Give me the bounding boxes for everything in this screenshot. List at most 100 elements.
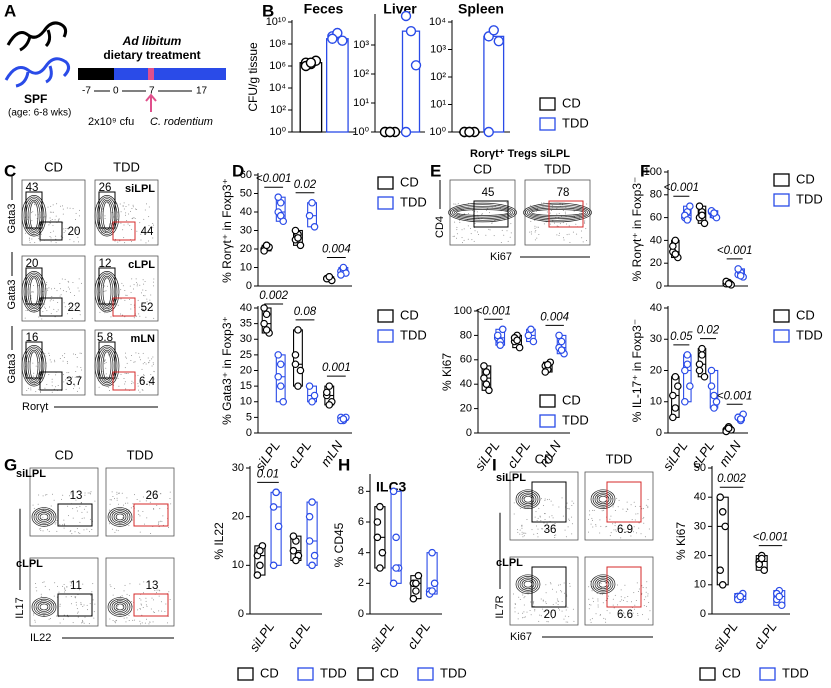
- event-dot: [558, 584, 560, 586]
- event-dot: [57, 302, 59, 304]
- event-dot: [647, 593, 649, 595]
- day: -7: [82, 86, 91, 97]
- event-dot: [31, 238, 33, 240]
- event-dot: [133, 284, 135, 286]
- event-dot: [93, 611, 95, 613]
- event-dot: [551, 611, 553, 613]
- plot-frame: [449, 179, 516, 246]
- event-dot: [628, 523, 630, 525]
- event-dot: [121, 492, 123, 494]
- event-dot: [130, 304, 132, 306]
- dose: 2x10⁹ cfu: [88, 116, 134, 128]
- point: [305, 57, 317, 68]
- event-dot: [110, 316, 112, 318]
- gate-percent: 6.9: [617, 524, 633, 536]
- contour: [100, 349, 114, 382]
- event-dot: [49, 217, 51, 219]
- event-dot: [620, 537, 622, 539]
- legend-label: TDD: [562, 412, 589, 427]
- chart-title: Liver: [383, 1, 417, 17]
- gate-percent: 16: [26, 332, 39, 344]
- chart-title: Feces: [304, 1, 344, 17]
- point: [485, 386, 493, 395]
- event-dot: [645, 591, 647, 593]
- event-dot: [151, 365, 153, 367]
- event-dot: [645, 504, 647, 506]
- row-label: siLPL: [125, 183, 155, 195]
- contour: [100, 199, 114, 232]
- event-dot: [630, 504, 632, 506]
- event-dot: [554, 614, 556, 616]
- event-dot: [139, 583, 141, 585]
- point: [757, 554, 766, 563]
- point: [498, 325, 507, 334]
- event-dot: [139, 500, 141, 502]
- event-dot: [148, 362, 150, 364]
- event-dot: [565, 621, 567, 623]
- event-dot: [129, 583, 131, 585]
- x-axis-label: Ki67: [510, 631, 532, 643]
- event-dot: [104, 361, 106, 363]
- y-tick-label: 10³: [430, 43, 446, 55]
- event-dot: [145, 363, 147, 365]
- point: [260, 304, 268, 312]
- event-dot: [545, 584, 547, 586]
- event-dot: [69, 291, 71, 293]
- event-dot: [30, 389, 32, 391]
- event-dot: [547, 621, 549, 623]
- y-tick-label: 5: [246, 411, 252, 423]
- event-dot: [87, 609, 89, 611]
- event-dot: [621, 599, 623, 601]
- point: [529, 337, 538, 346]
- event-dot: [120, 298, 122, 300]
- event-dot: [534, 225, 536, 227]
- event-dot: [112, 594, 114, 596]
- event-dot: [643, 599, 645, 601]
- contour: [113, 512, 127, 522]
- contour: [519, 492, 537, 506]
- point: [256, 546, 264, 555]
- event-dot: [552, 603, 554, 605]
- event-dot: [624, 584, 626, 586]
- column-label: TDD: [544, 161, 571, 176]
- y-tick-label: 10²: [430, 71, 446, 83]
- point: [274, 372, 283, 381]
- y-tick-label: 0: [656, 427, 662, 439]
- event-dot: [591, 519, 593, 521]
- event-dot: [54, 523, 56, 525]
- event-dot: [643, 522, 645, 524]
- event-dot: [41, 318, 43, 320]
- event-dot: [153, 285, 155, 287]
- event-dot: [565, 609, 567, 611]
- event-dot: [78, 209, 80, 211]
- event-dot: [144, 295, 146, 297]
- event-dot: [144, 622, 146, 624]
- event-dot: [124, 242, 126, 244]
- gate-percent: 78: [557, 187, 570, 199]
- contour: [515, 574, 541, 594]
- event-dot: [126, 593, 128, 595]
- event-dot: [84, 616, 86, 618]
- event-dot: [481, 214, 483, 216]
- flow-plot: 36: [509, 471, 579, 541]
- panel-letter: D: [232, 161, 244, 180]
- event-dot: [69, 288, 71, 290]
- point: [700, 219, 709, 228]
- gate-percent: 52: [141, 302, 154, 314]
- event-dot: [545, 592, 547, 594]
- point: [260, 319, 268, 328]
- event-dot: [52, 211, 54, 213]
- event-dot: [523, 604, 525, 606]
- point: [527, 325, 535, 334]
- point: [412, 587, 420, 595]
- point: [276, 360, 285, 369]
- event-dot: [105, 362, 107, 364]
- event-dot: [516, 529, 518, 531]
- event-dot: [63, 231, 65, 233]
- age: (age: 6-8 wks): [8, 108, 71, 119]
- event-dot: [121, 282, 123, 284]
- event-dot: [24, 296, 26, 298]
- p-value: 0.004: [540, 311, 569, 323]
- event-dot: [40, 595, 42, 597]
- event-dot: [645, 587, 647, 589]
